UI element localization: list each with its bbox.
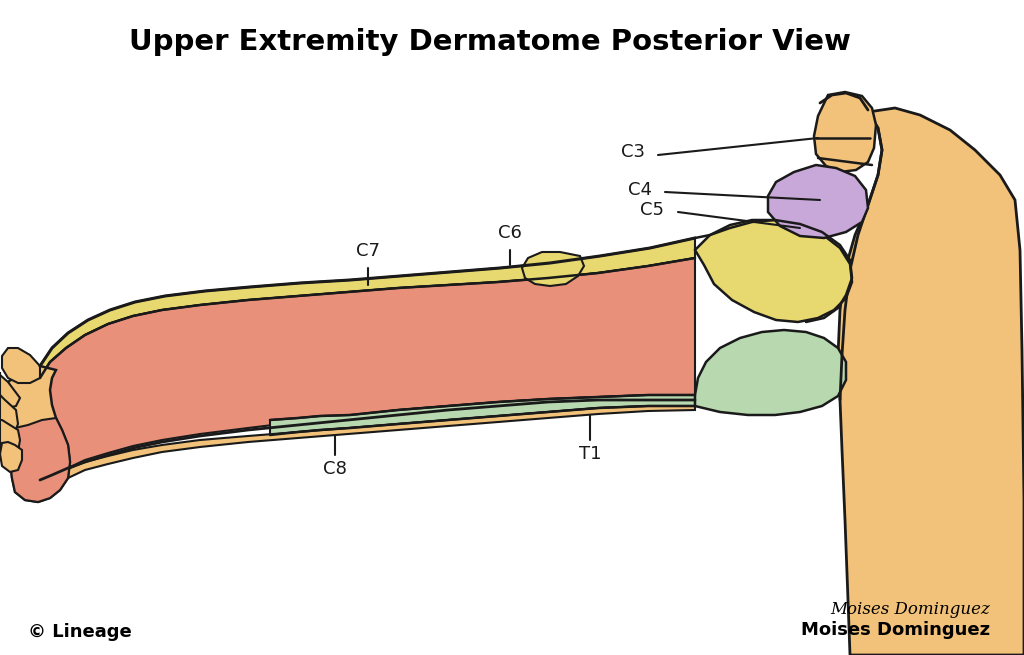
Text: C8: C8 xyxy=(323,460,347,478)
Polygon shape xyxy=(40,258,695,480)
Polygon shape xyxy=(0,394,18,436)
Polygon shape xyxy=(695,220,852,322)
Text: C7: C7 xyxy=(356,242,380,260)
Text: C4: C4 xyxy=(628,181,652,199)
Polygon shape xyxy=(695,330,846,415)
Text: Moises Dominguez: Moises Dominguez xyxy=(801,621,990,639)
Text: Upper Extremity Dermatome Posterior View: Upper Extremity Dermatome Posterior View xyxy=(129,28,851,56)
Polygon shape xyxy=(0,372,20,408)
Polygon shape xyxy=(40,238,695,378)
Polygon shape xyxy=(270,395,695,435)
Polygon shape xyxy=(0,366,70,502)
Text: C6: C6 xyxy=(498,224,522,242)
Polygon shape xyxy=(8,418,70,502)
Polygon shape xyxy=(2,348,40,383)
Polygon shape xyxy=(40,406,695,490)
Polygon shape xyxy=(768,165,868,238)
Text: Moises Dominguez: Moises Dominguez xyxy=(830,601,990,618)
Polygon shape xyxy=(838,108,1024,655)
Polygon shape xyxy=(814,92,876,172)
Polygon shape xyxy=(0,420,20,458)
Polygon shape xyxy=(522,252,584,286)
Text: © Lineage: © Lineage xyxy=(28,623,132,641)
Text: T1: T1 xyxy=(579,445,601,463)
Polygon shape xyxy=(0,442,22,472)
Text: C5: C5 xyxy=(640,201,664,219)
Text: C3: C3 xyxy=(621,143,645,161)
